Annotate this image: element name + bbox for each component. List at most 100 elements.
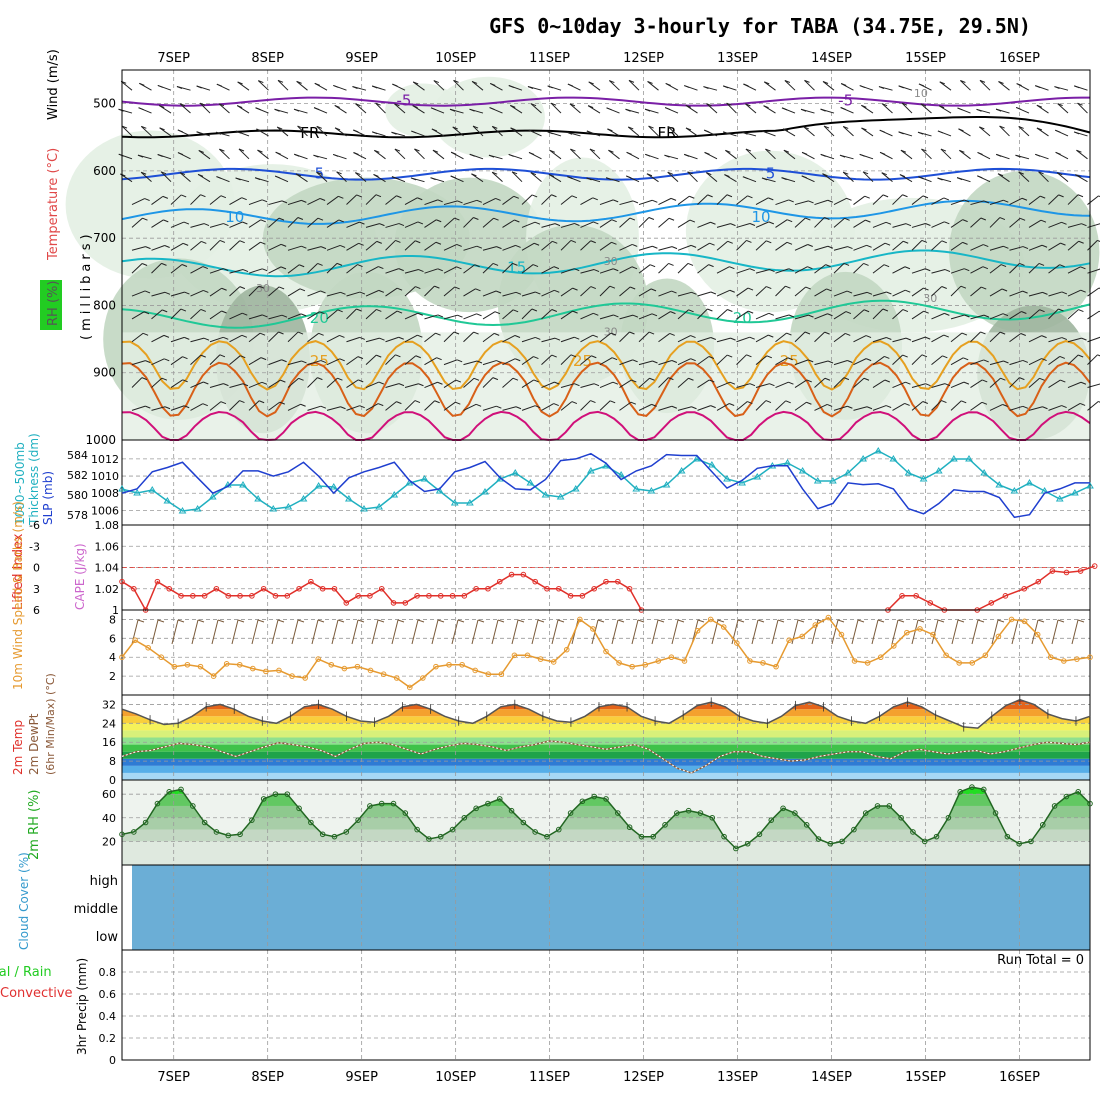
- wind-barb: [989, 377, 1001, 388]
- wind-speed-line-point: [406, 684, 413, 691]
- wind-barb-flag: [510, 104, 516, 108]
- wind-barb: [853, 244, 867, 251]
- wind-speed-line-point: [524, 652, 531, 659]
- rh-line-point: [308, 819, 314, 826]
- wind-barb: [541, 337, 556, 343]
- wind-barb: [151, 309, 163, 320]
- wind-barb-flag: [981, 401, 988, 405]
- wind-barb: [1009, 217, 1021, 228]
- wind-speed-line-point: [603, 648, 609, 655]
- wind-barb-flag: [977, 175, 983, 179]
- rh-line-point: [201, 819, 208, 826]
- wind-barb-flag: [163, 334, 170, 338]
- wind-barb-flag: [747, 287, 754, 291]
- wind-barb-flag: [159, 105, 165, 108]
- wind-barb-flag: [941, 286, 947, 289]
- wind-barb-flag: [960, 80, 966, 83]
- wind-barb-flag: [611, 219, 617, 223]
- wind-barb: [209, 287, 222, 297]
- surface-wind-barb: [791, 619, 799, 645]
- isotherm-label: 5: [766, 164, 776, 182]
- wind-barb: [716, 240, 729, 251]
- rh-line-point: [544, 833, 550, 840]
- wind-barb-flag: [898, 131, 904, 135]
- wind-barb-flag: [453, 79, 459, 83]
- wind-speed-line-point: [236, 661, 243, 668]
- wind-barb-flag: [223, 223, 229, 227]
- rh-line-point: [980, 786, 987, 793]
- wind-speed-line-point: [668, 654, 675, 661]
- wind-barb: [365, 354, 377, 366]
- wind-barb: [443, 379, 457, 388]
- isotherm-label: 20: [733, 309, 752, 327]
- wind-barb-flag: [379, 223, 385, 227]
- wind-barb-flag: [255, 107, 261, 111]
- wind-barb: [365, 223, 380, 228]
- wind-barb: [287, 313, 302, 320]
- wind-barb-flag: [769, 269, 775, 273]
- wind-barb: [560, 223, 575, 228]
- lifted-index-line-point: [390, 600, 397, 606]
- surface-wind-barb: [151, 619, 159, 645]
- wind-speed-line-point: [1087, 654, 1093, 661]
- wind-barb-flag: [527, 86, 534, 90]
- surface-wind-barb: [231, 619, 239, 645]
- wind-barb-flag: [649, 264, 656, 268]
- surface-wind-barb: [311, 619, 319, 645]
- wind-barb: [939, 81, 952, 91]
- thickness-line-point: [753, 473, 762, 480]
- wind-barb: [140, 125, 152, 137]
- wind-barb: [580, 334, 594, 343]
- wind-barb-flag: [145, 360, 151, 364]
- wind-barb: [716, 381, 731, 388]
- wind-barb: [209, 336, 224, 343]
- wind-barb-flag: [652, 199, 658, 203]
- isotherm-label: -5: [396, 92, 411, 110]
- wind-barb: [619, 200, 634, 206]
- wind-barb-flag: [788, 268, 794, 272]
- wind-barb-flag: [883, 264, 890, 268]
- thickness-line-point: [133, 489, 142, 496]
- wind-barb-flag: [256, 128, 262, 132]
- wind-barb: [775, 357, 788, 366]
- wind-barb: [307, 332, 319, 343]
- wind-barb-flag: [142, 332, 149, 336]
- wind-barb-flag: [358, 379, 364, 383]
- wind-barb-flag: [669, 332, 675, 336]
- wind-barb: [745, 148, 757, 160]
- wind-barb-flag: [410, 177, 417, 181]
- wind-barb-flag: [648, 331, 655, 335]
- wind-speed-line-point: [851, 658, 858, 664]
- wind-barb-flag: [1015, 106, 1022, 110]
- rh-line-point: [213, 829, 220, 835]
- wind-barb-flag: [301, 245, 307, 249]
- wind-barb-flag: [881, 103, 888, 107]
- wind-barb: [677, 377, 689, 388]
- wind-speed-line-point: [263, 668, 269, 675]
- wind-barb: [999, 125, 1010, 137]
- wind-barb: [783, 149, 796, 160]
- wind-barb: [170, 308, 182, 320]
- wind-speed-line-point: [982, 652, 989, 659]
- wind-barb: [443, 331, 455, 343]
- wind-barb-flag: [144, 290, 151, 294]
- wind-barb-flag: [725, 149, 731, 153]
- wind-barb-flag: [452, 126, 458, 130]
- wind-barb-flag: [781, 107, 788, 111]
- rh-line-point: [402, 810, 409, 816]
- wind-barb-flag: [726, 194, 733, 198]
- wind-barb: [190, 354, 202, 366]
- wind-barb-flag: [944, 269, 951, 273]
- wind-barb: [424, 285, 435, 297]
- wind-barb: [151, 219, 164, 228]
- wind-barb-flag: [900, 149, 907, 153]
- wind-barb: [287, 245, 302, 251]
- wind-speed-line-point: [341, 665, 348, 672]
- wind-barb-flag: [301, 360, 307, 364]
- wind-barb-flag: [886, 337, 892, 340]
- wind-barb: [814, 288, 827, 297]
- upper-ylabel-temp: Temperature (°C): [46, 148, 61, 261]
- top-date-label: 15SEP: [905, 51, 946, 66]
- wind-barb: [307, 263, 318, 274]
- wind-barb-flag: [313, 107, 320, 111]
